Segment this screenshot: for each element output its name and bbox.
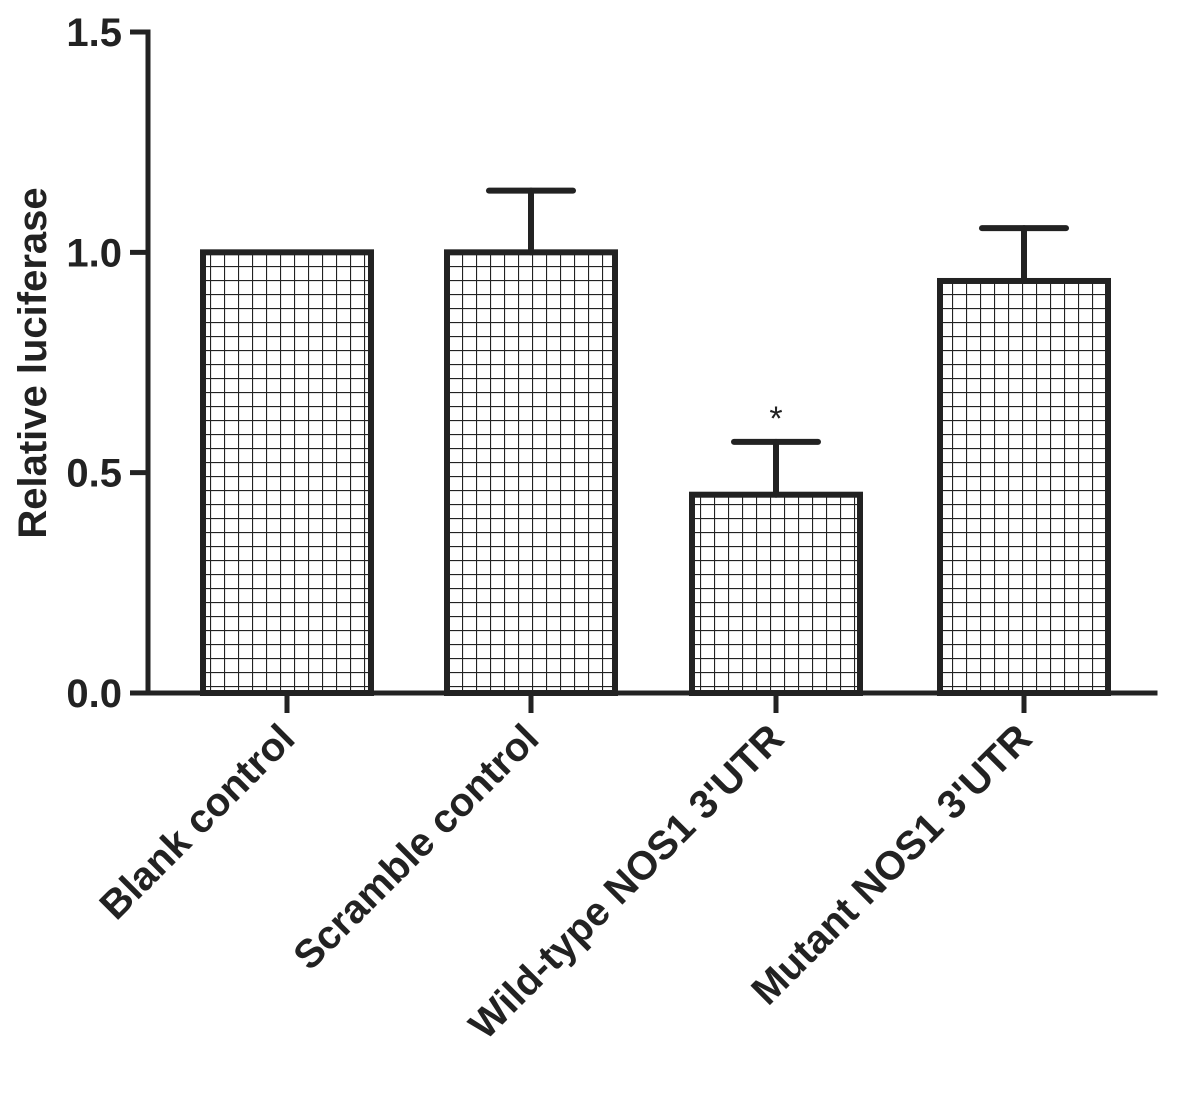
y-axis-title: Relative luciferase (11, 187, 55, 538)
bars-layer (200, 187, 1111, 697)
bar-1 (200, 249, 374, 696)
axes-layer (130, 29, 1158, 713)
x-category-label-4: Mutant NOS1 3'UTR (743, 716, 1040, 1013)
y-tick-label-2: 0.5 (66, 452, 122, 496)
x-category-label-2: Scramble control (285, 716, 547, 978)
bar-2 (444, 249, 618, 696)
x-category-label-1: Blank control (92, 716, 304, 928)
y-tick-label-3: 1.0 (66, 231, 122, 275)
bar-4 (937, 277, 1111, 696)
y-tick-label-4: 1.5 (66, 11, 122, 55)
y-tick-label-1: 0.0 (66, 672, 122, 716)
bar-3 (689, 491, 863, 697)
significance-mark-3: * (769, 400, 782, 438)
